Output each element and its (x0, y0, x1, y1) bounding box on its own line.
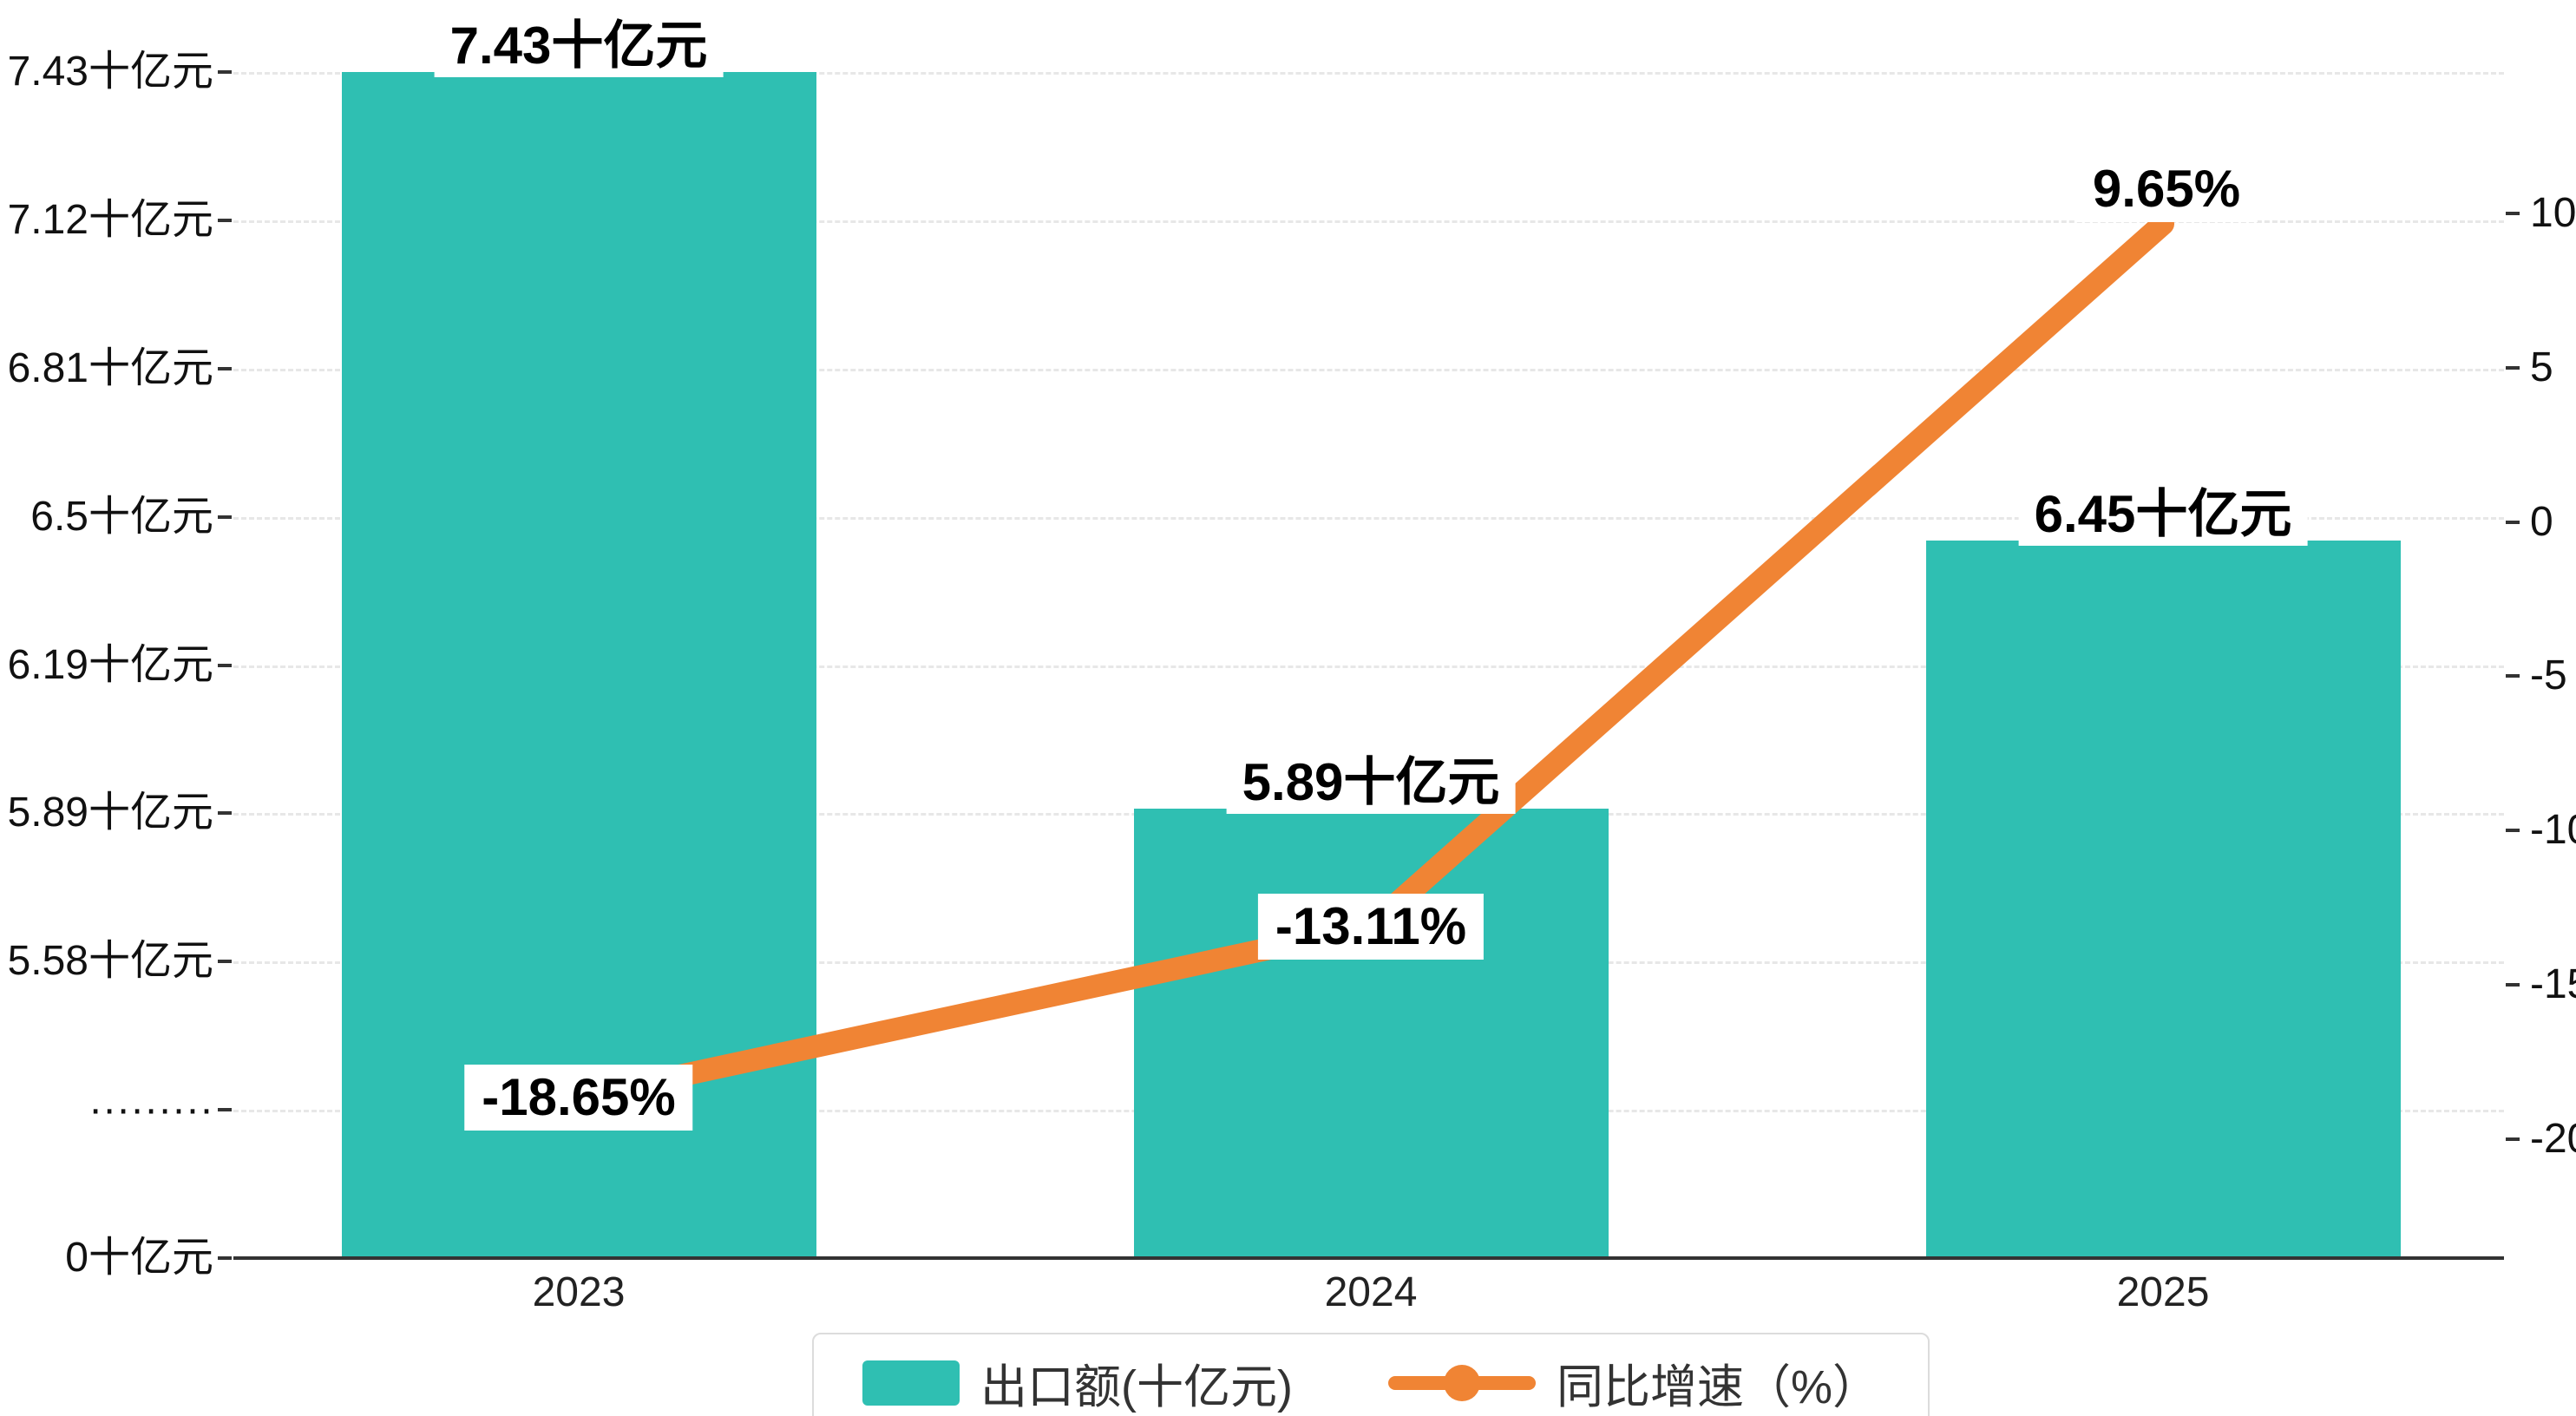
left-axis-tick-label: 0十亿元 (65, 1235, 213, 1281)
left-axis-tick-mark (218, 515, 232, 519)
grid-line (233, 665, 2504, 668)
left-axis-tick-mark (218, 367, 232, 370)
line-series-swatch (1387, 1364, 1536, 1401)
right-axis-tick-mark (2506, 1137, 2520, 1141)
legend: 出口额(十亿元) 同比增速（%） (812, 1333, 1930, 1416)
left-axis-tick-mark (218, 1108, 232, 1111)
bar-2024[interactable] (1133, 809, 1609, 1258)
left-axis-tick-label: 6.19十亿元 (7, 642, 213, 688)
right-axis-tick-label: 0 (2530, 499, 2553, 545)
right-axis-tick-label: 5 (2530, 344, 2553, 390)
grid-line (233, 220, 2504, 223)
left-axis-tick-label: 5.58十亿元 (7, 938, 213, 984)
bar-series-swatch (862, 1360, 960, 1406)
legend-label-growth: 同比增速（%） (1556, 1361, 1879, 1413)
right-axis-tick-mark (2506, 983, 2520, 987)
legend-label-export: 出口额(十亿元) (980, 1361, 1293, 1413)
x-axis-label-2025: 2025 (2116, 1269, 2210, 1315)
line-swatch-dot-icon (1443, 1364, 1480, 1401)
right-axis-tick-mark (2506, 212, 2520, 215)
right-axis-tick-mark (2506, 829, 2520, 832)
right-axis-tick-mark (2506, 521, 2520, 524)
left-axis-tick-label: 7.43十亿元 (7, 49, 213, 95)
legend-item-growth[interactable]: 同比增速（%） (1387, 1348, 1879, 1416)
x-axis-line (233, 1256, 2504, 1260)
left-axis-tick-mark (218, 664, 232, 667)
left-axis-tick-label: 6.5十亿元 (30, 494, 213, 540)
left-axis-tick-label: 6.81十亿元 (7, 345, 213, 391)
left-axis-tick-mark (218, 811, 232, 815)
left-axis-tick-mark (218, 1256, 232, 1260)
right-axis-tick-label: -5 (2530, 652, 2567, 698)
left-axis-tick-mark (218, 70, 232, 74)
right-axis-tick-mark (2506, 674, 2520, 678)
right-axis-tick-label: -15 (2530, 961, 2576, 1007)
grid-line (233, 72, 2504, 75)
bar-2025[interactable] (1925, 541, 2401, 1258)
bar-value-label: 6.45十亿元 (2018, 483, 2308, 546)
line-point-label: 9.65% (2075, 156, 2258, 222)
grid-line (233, 517, 2504, 520)
right-axis-tick-label: -10 (2530, 807, 2576, 853)
left-axis-tick-mark (218, 960, 232, 963)
bar-value-label: 5.89十亿元 (1226, 751, 1516, 814)
grid-line (233, 369, 2504, 371)
left-axis-tick-mark (218, 219, 232, 222)
left-axis-tick-label: 5.89十亿元 (7, 790, 213, 836)
left-axis-tick-label: 7.12十亿元 (7, 197, 213, 243)
line-point-label: -18.65% (464, 1065, 693, 1131)
x-axis-label-2024: 2024 (1324, 1269, 1418, 1315)
right-axis-tick-mark (2506, 366, 2520, 370)
right-axis-tick-label: 10 (2530, 190, 2576, 236)
legend-item-export[interactable]: 出口额(十亿元) (862, 1348, 1293, 1416)
growth-trend-line[interactable] (567, 213, 2174, 1109)
left-axis-tick-label: ········· (88, 1086, 213, 1132)
line-point-label: -13.11% (1257, 894, 1485, 960)
right-axis-tick-label: -20 (2530, 1116, 2576, 1162)
bar-value-label: 7.43十亿元 (434, 15, 724, 77)
x-axis-label-2023: 2023 (532, 1269, 626, 1315)
